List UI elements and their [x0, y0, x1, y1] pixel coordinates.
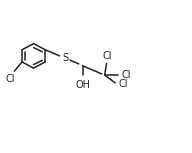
Text: Cl: Cl [119, 79, 128, 90]
Text: Cl: Cl [122, 70, 131, 80]
Text: S: S [62, 53, 68, 63]
Text: Cl: Cl [103, 51, 112, 61]
Text: OH: OH [75, 80, 90, 90]
Text: Cl: Cl [6, 74, 15, 84]
